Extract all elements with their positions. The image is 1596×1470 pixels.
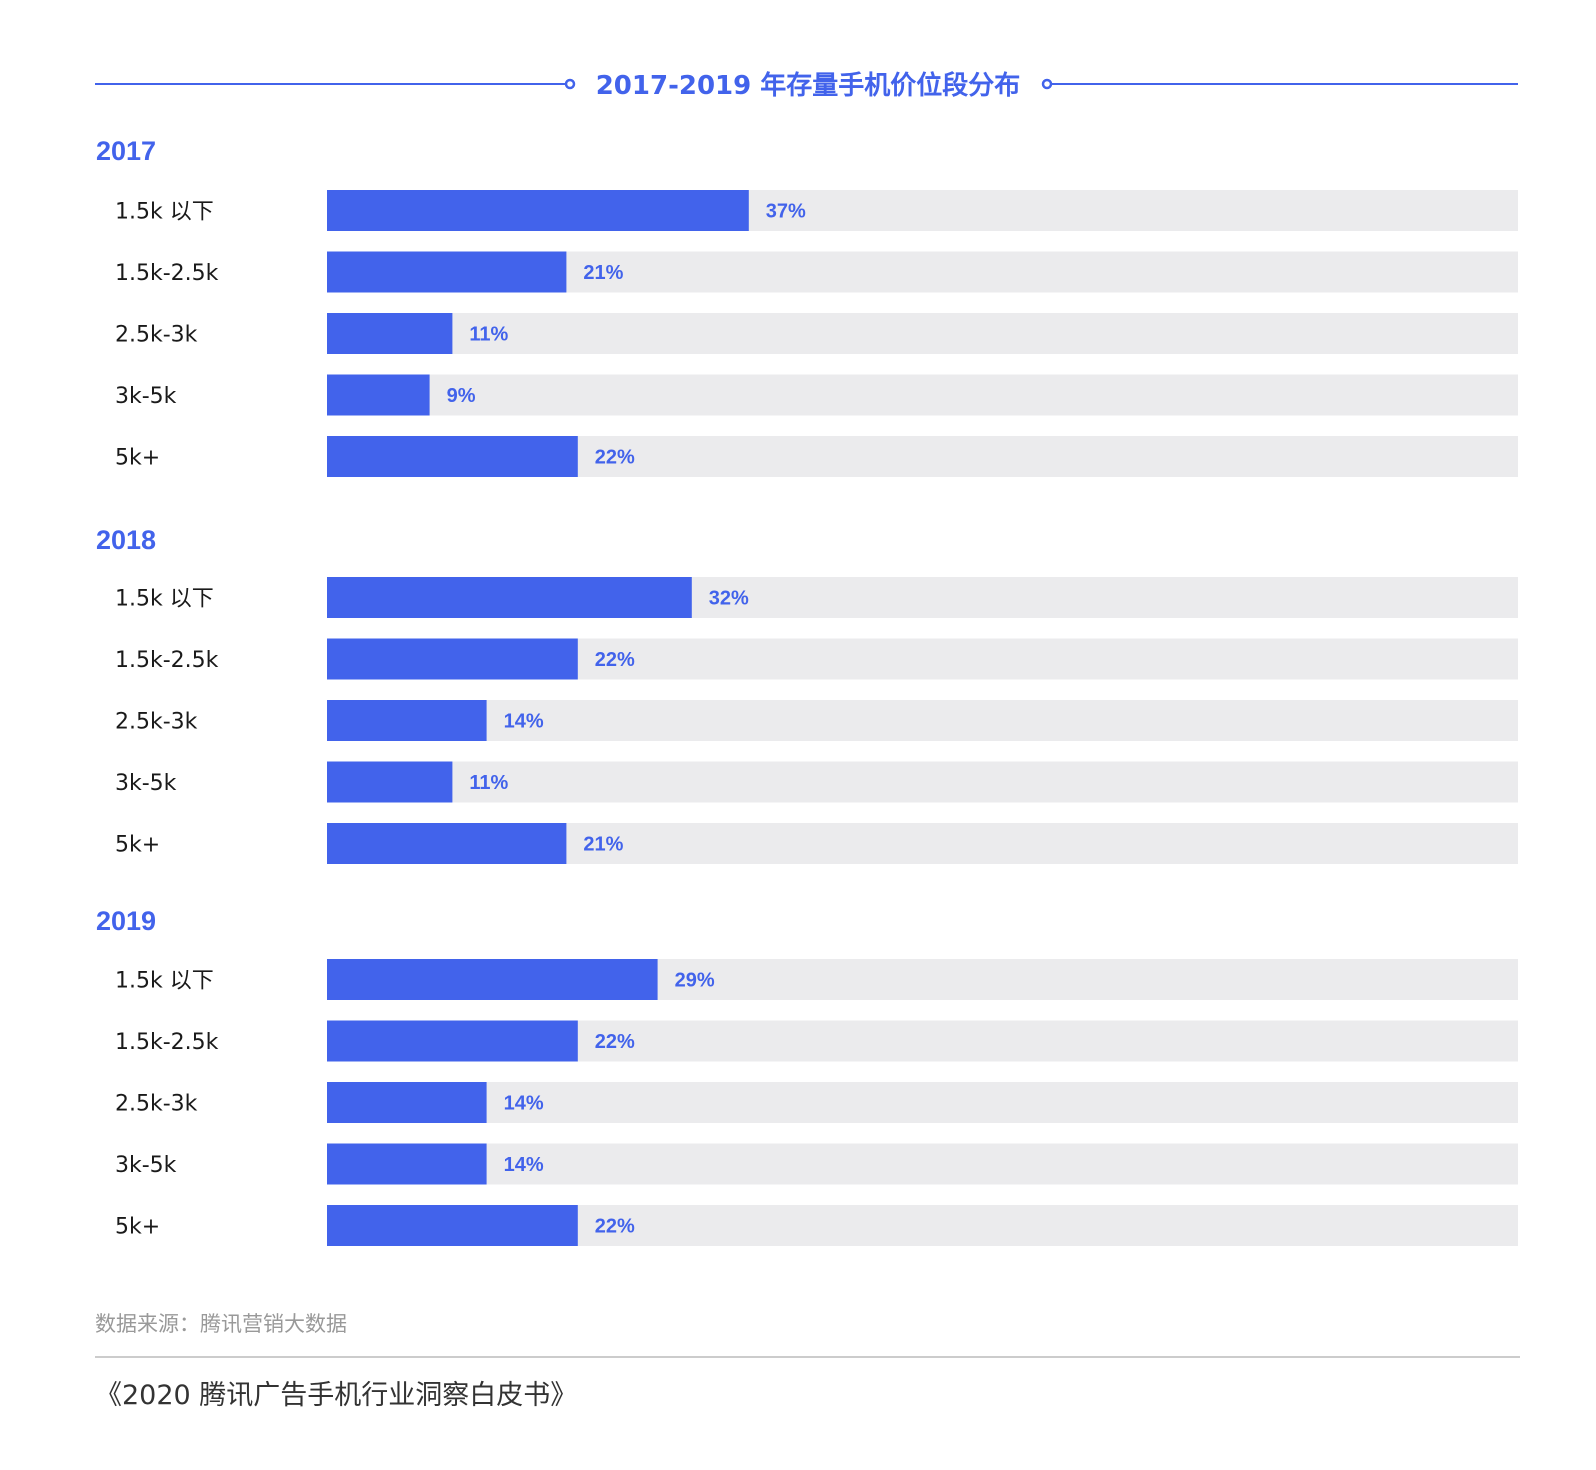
title-dot-right bbox=[1041, 78, 1053, 90]
bar-2017-0 bbox=[327, 190, 749, 231]
bar-2017-2 bbox=[327, 313, 453, 354]
bar-group-2017: 2017 1.5k 以下 37% 1.5k-2.5k 21% 2.5k-3k 11% 3k-5… bbox=[96, 136, 1518, 477]
category-label: 1.5k 以下 bbox=[115, 587, 214, 612]
category-label: 3k-5k bbox=[115, 384, 177, 409]
bar-2018-0 bbox=[327, 577, 692, 618]
bar-track bbox=[327, 374, 1518, 416]
publication-title: 《2020 腾讯广告手机行业洞察白皮书》 bbox=[95, 1380, 577, 1411]
bar-track bbox=[327, 761, 1518, 803]
value-label: 9% bbox=[447, 385, 476, 407]
bar-2017-1 bbox=[327, 251, 567, 293]
category-label: 1.5k-2.5k bbox=[115, 648, 219, 673]
value-label: 14% bbox=[504, 1154, 544, 1176]
data-source: 数据来源：腾讯营销大数据 bbox=[95, 1312, 347, 1336]
bar-2017-4 bbox=[327, 436, 578, 477]
value-label: 14% bbox=[504, 711, 544, 733]
title-dot-left bbox=[564, 78, 576, 90]
bar-2018-1 bbox=[327, 638, 578, 680]
bar-2019-0 bbox=[327, 959, 658, 1000]
category-label: 3k-5k bbox=[115, 1153, 177, 1178]
category-label: 1.5k-2.5k bbox=[115, 1030, 219, 1055]
category-label: 5k+ bbox=[115, 1215, 160, 1240]
category-label: 5k+ bbox=[115, 446, 160, 471]
value-label: 29% bbox=[675, 970, 715, 992]
value-label: 22% bbox=[595, 447, 635, 469]
category-label: 1.5k 以下 bbox=[115, 200, 214, 225]
bar-2019-3 bbox=[327, 1143, 487, 1185]
value-label: 11% bbox=[469, 772, 508, 794]
bar-2019-1 bbox=[327, 1020, 578, 1062]
bar-track bbox=[327, 1143, 1518, 1185]
value-label: 22% bbox=[595, 1216, 635, 1238]
bar-2017-3 bbox=[327, 374, 430, 416]
value-label: 11% bbox=[469, 324, 508, 346]
bar-2018-3 bbox=[327, 761, 453, 803]
bar-2019-2 bbox=[327, 1082, 487, 1123]
value-label: 32% bbox=[709, 588, 749, 610]
bar-2018-4 bbox=[327, 823, 567, 864]
value-label: 22% bbox=[595, 1031, 635, 1053]
value-label: 21% bbox=[583, 262, 623, 284]
bar-group-2018: 2018 1.5k 以下 32% 1.5k-2.5k 22% 2.5k-3k 14% 3k-5… bbox=[96, 525, 1518, 864]
bar-track bbox=[327, 313, 1518, 354]
group-label-2017: 2017 bbox=[96, 136, 156, 166]
category-label: 2.5k-3k bbox=[115, 1092, 198, 1117]
group-label-2019: 2019 bbox=[96, 906, 156, 936]
category-label: 3k-5k bbox=[115, 771, 177, 796]
bar-group-2019: 2019 1.5k 以下 29% 1.5k-2.5k 22% 2.5k-3k 14% 3k-5… bbox=[96, 906, 1518, 1246]
chart-title-group: 2017-2019 年存量手机价位段分布 bbox=[95, 70, 1518, 101]
value-label: 37% bbox=[766, 201, 806, 223]
value-label: 21% bbox=[583, 834, 623, 856]
value-label: 14% bbox=[504, 1093, 544, 1115]
bar-2018-2 bbox=[327, 700, 487, 741]
category-label: 2.5k-3k bbox=[115, 710, 198, 735]
chart-title: 2017-2019 年存量手机价位段分布 bbox=[596, 70, 1021, 101]
value-label: 22% bbox=[595, 649, 635, 671]
category-label: 5k+ bbox=[115, 833, 160, 858]
bar-track bbox=[327, 1082, 1518, 1123]
bar-2019-4 bbox=[327, 1205, 578, 1246]
group-label-2018: 2018 bbox=[96, 525, 156, 555]
category-label: 1.5k-2.5k bbox=[115, 261, 219, 286]
category-label: 1.5k 以下 bbox=[115, 969, 214, 994]
category-label: 2.5k-3k bbox=[115, 323, 198, 348]
bar-groups: 2017 1.5k 以下 37% 1.5k-2.5k 21% 2.5k-3k 11% 3k-5… bbox=[96, 136, 1518, 1246]
bar-track bbox=[327, 700, 1518, 741]
